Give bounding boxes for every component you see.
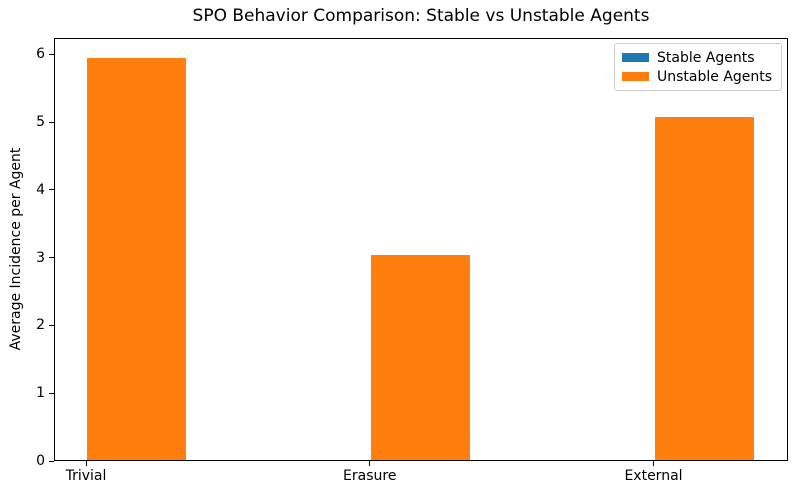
y-tick-label-1: 1: [36, 385, 45, 402]
legend-label-stable-agents: Stable Agents: [657, 49, 755, 66]
bar-unstable-agents-erasure: [370, 255, 471, 460]
x-tick-mark-trivial: [85, 461, 87, 466]
x-tick-mark-erasure: [369, 461, 371, 466]
plot-area: [54, 38, 788, 461]
y-tick-mark-6: [49, 53, 54, 55]
y-tick-mark-2: [49, 324, 54, 326]
y-tick-label-2: 2: [36, 317, 45, 334]
bar-unstable-agents-trivial: [87, 58, 187, 460]
legend-item-unstable-agents: Unstable Agents: [622, 67, 772, 86]
y-tick-mark-0: [49, 460, 54, 462]
x-tick-mark-external: [653, 461, 654, 466]
y-tick-label-4: 4: [36, 181, 45, 198]
legend: Stable Agents Unstable Agents: [614, 43, 783, 91]
y-tick-label-0: 0: [36, 453, 45, 469]
legend-swatch-stable-agents: [622, 53, 649, 62]
legend-item-stable-agents: Stable Agents: [622, 48, 772, 67]
y-tick-label-6: 6: [36, 46, 45, 63]
legend-swatch-unstable-agents: [622, 72, 649, 81]
x-tick-label-trivial: Trivial: [65, 468, 107, 484]
bar-unstable-agents-external: [654, 117, 754, 460]
y-tick-label-5: 5: [36, 114, 45, 131]
x-tick-label-erasure: Erasure: [343, 468, 397, 484]
chart-title: SPO Behavior Comparison: Stable vs Unsta…: [192, 6, 650, 26]
y-tick-mark-3: [49, 257, 54, 259]
y-tick-label-3: 3: [36, 249, 45, 266]
y-tick-mark-1: [49, 392, 54, 394]
y-tick-mark-5: [49, 121, 54, 123]
x-tick-label-external: External: [624, 468, 683, 484]
legend-label-unstable-agents: Unstable Agents: [657, 68, 773, 85]
y-tick-mark-4: [49, 189, 54, 191]
